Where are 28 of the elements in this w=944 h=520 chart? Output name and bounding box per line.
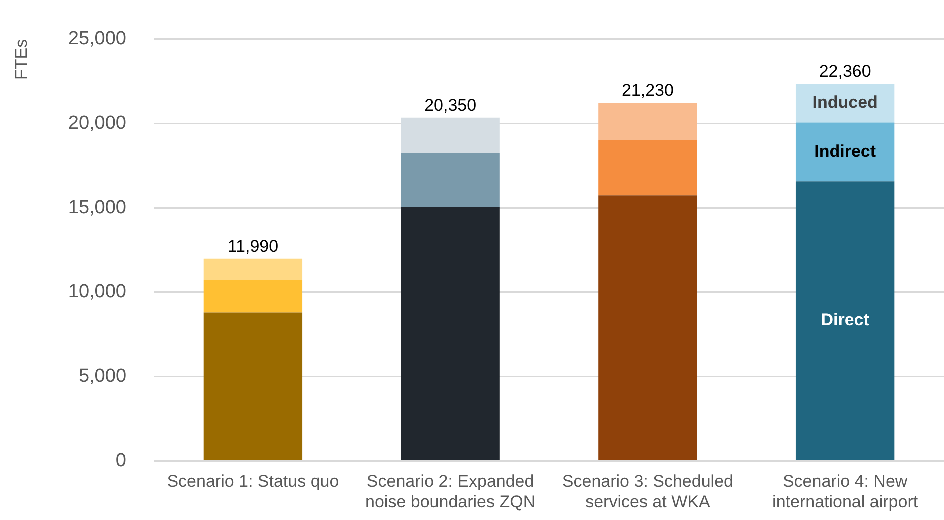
x-tick-label: Scenario 2: Expanded noise boundaries ZQN [366,472,536,512]
bar [796,122,895,182]
y-tick-label: 5,000 [78,366,127,388]
bar [204,312,303,460]
total-label: 11,990 [228,237,279,256]
y-tick-label: 20,000 [68,112,127,134]
bar [401,153,500,208]
total-label: 20,350 [424,96,477,116]
series-label: Direct [821,310,870,330]
y-tick-label: 10,000 [68,282,127,303]
bar [598,103,698,140]
bar [796,182,895,460]
x-tick-label: Scenario 1: Status quo [167,472,340,492]
series-label: Indirect [814,142,876,161]
y-tick-label: 0 [116,450,127,472]
y-tick-label: 25,000 [68,28,127,50]
bar [204,258,303,280]
series-label: Induced [812,93,878,112]
x-tick-label: Scenario 4: New international airport [772,472,918,512]
bar [401,207,500,460]
y-axis-title: FTEs [12,39,31,80]
bar [204,280,303,313]
x-tick-label: Scenario 3: Scheduled services at WKA [562,472,734,512]
total-label: 21,230 [622,81,674,100]
total-label: 22,360 [819,62,872,82]
y-tick-label: 15,000 [68,197,127,218]
bar [598,196,698,460]
bar [598,140,698,196]
